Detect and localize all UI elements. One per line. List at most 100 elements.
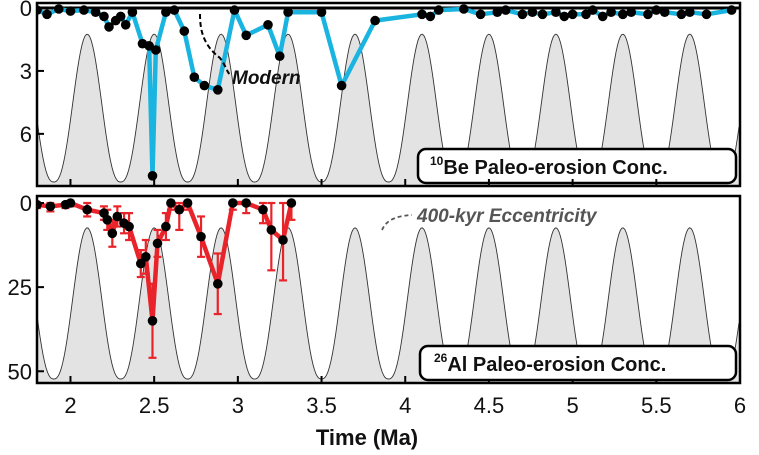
y-tick-label: 0 <box>20 0 32 21</box>
y-tick-label: 0 <box>20 191 32 216</box>
data-point <box>141 251 151 262</box>
data-point <box>151 45 161 55</box>
data-point <box>161 221 171 232</box>
data-point <box>567 9 578 20</box>
data-point <box>213 85 223 95</box>
data-point <box>606 7 616 17</box>
data-point <box>618 9 628 20</box>
data-point <box>258 204 268 215</box>
panel-label-10be: 10Be Paleo-erosion Conc. <box>416 147 738 185</box>
data-point <box>152 238 163 249</box>
data-point <box>475 9 486 20</box>
data-point <box>169 5 180 15</box>
data-point <box>701 9 712 20</box>
data-point <box>517 9 528 20</box>
data-point <box>174 204 185 215</box>
x-tick-label: 5 <box>566 393 578 418</box>
x-tick-label: 6 <box>734 393 746 418</box>
y-axis-bottom: 0 25 50 <box>8 191 44 384</box>
data-point <box>278 235 288 245</box>
data-point <box>90 7 101 17</box>
panel-10be: 0 3 6 10Be Paleo-erosion Conc. Modern <box>20 0 742 188</box>
modern-annotation: Modern <box>199 13 301 89</box>
panel-frame-top <box>35 1 742 188</box>
data-point <box>189 72 200 82</box>
y-tick-label: 50 <box>8 359 32 384</box>
x-tick-label: 3 <box>232 393 244 418</box>
data-point <box>433 5 444 15</box>
data-point <box>685 7 695 17</box>
x-tick-label: 5.5 <box>641 393 672 418</box>
data-point <box>283 7 293 17</box>
data-point <box>166 198 176 208</box>
data-point <box>726 5 737 15</box>
data-point <box>626 7 636 17</box>
data-point <box>274 51 285 61</box>
eccentricity-line-top <box>37 33 740 183</box>
data-point <box>527 7 538 17</box>
data-point <box>229 5 240 15</box>
eccentricity-annotation: 400-kyr Eccentricity <box>381 206 598 231</box>
data-point <box>45 201 56 212</box>
panel-label-26al-text: Al Paleo-erosion Conc. <box>447 354 666 376</box>
data-point <box>102 215 113 225</box>
data-point <box>65 6 76 16</box>
data-point <box>161 7 171 17</box>
data-point <box>147 316 158 326</box>
data-point <box>54 4 64 14</box>
modern-label: Modern <box>232 68 301 89</box>
data-point <box>241 30 251 41</box>
y-tick-label: 6 <box>20 122 32 147</box>
data-point <box>42 9 52 20</box>
data-point <box>179 26 190 36</box>
data-point <box>500 5 511 15</box>
data-point <box>266 225 277 235</box>
data-point <box>120 20 131 30</box>
data-point <box>286 198 297 208</box>
data-point <box>147 171 158 181</box>
data-point <box>551 7 561 17</box>
data-point <box>263 20 273 30</box>
data-point <box>659 7 670 17</box>
x-tick-label: 4.5 <box>474 393 505 418</box>
x-tick-label: 2 <box>64 393 76 418</box>
panel-26al: 0 25 50 2 2.5 3 3.5 4 4.5 5 5.5 6 26Al Paleo-erosi… <box>8 179 746 450</box>
data-point <box>127 7 138 17</box>
data-point <box>104 22 114 32</box>
panel-frame-bottom <box>35 194 742 385</box>
data-point <box>182 198 193 208</box>
data-point <box>82 204 92 215</box>
data-point <box>112 211 123 222</box>
data-point <box>651 5 662 15</box>
panel-label-10be-text: Be Paleo-erosion Conc. <box>443 157 668 179</box>
data-point <box>213 279 223 289</box>
y-tick-label: 3 <box>20 59 32 84</box>
panel-label-26al: 26Al Paleo-erosion Conc. <box>418 344 738 382</box>
x-tick-label: 3.5 <box>306 393 337 418</box>
data-point <box>65 198 76 208</box>
x-axis-title: Time (Ma) <box>316 425 418 450</box>
svg-text:26Al Paleo-erosion Conc.: 26Al Paleo-erosion Conc. <box>434 351 666 376</box>
data-point <box>559 11 570 22</box>
data-point <box>370 15 380 26</box>
data-point <box>115 11 126 22</box>
data-point <box>492 7 503 17</box>
panel-label-10be-sup: 10 <box>430 154 444 168</box>
data-point <box>336 80 347 91</box>
data-point <box>425 11 436 22</box>
data-point <box>124 221 134 232</box>
data-point <box>99 11 109 22</box>
x-axis: 2 2.5 3 3.5 4 4.5 5 5.5 6 <box>64 179 746 418</box>
y-tick-label: 25 <box>8 275 32 300</box>
data-point <box>79 5 89 15</box>
eccentricity-label: 400-kyr Eccentricity <box>416 206 598 227</box>
data-point <box>587 5 598 15</box>
data-point <box>676 9 687 20</box>
series-10be <box>37 4 740 181</box>
data-point <box>228 198 238 208</box>
svg-text:10Be Paleo-erosion Conc.: 10Be Paleo-erosion Conc. <box>430 154 668 179</box>
panel-label-26al-sup: 26 <box>434 351 448 365</box>
x-tick-label: 2.5 <box>139 393 170 418</box>
data-point <box>107 228 118 239</box>
